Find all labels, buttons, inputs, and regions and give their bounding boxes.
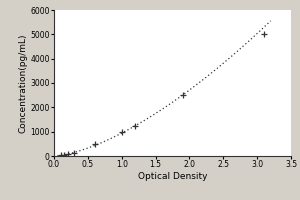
Y-axis label: Concentration(pg/mL): Concentration(pg/mL) [19, 33, 28, 133]
X-axis label: Optical Density: Optical Density [138, 172, 207, 181]
